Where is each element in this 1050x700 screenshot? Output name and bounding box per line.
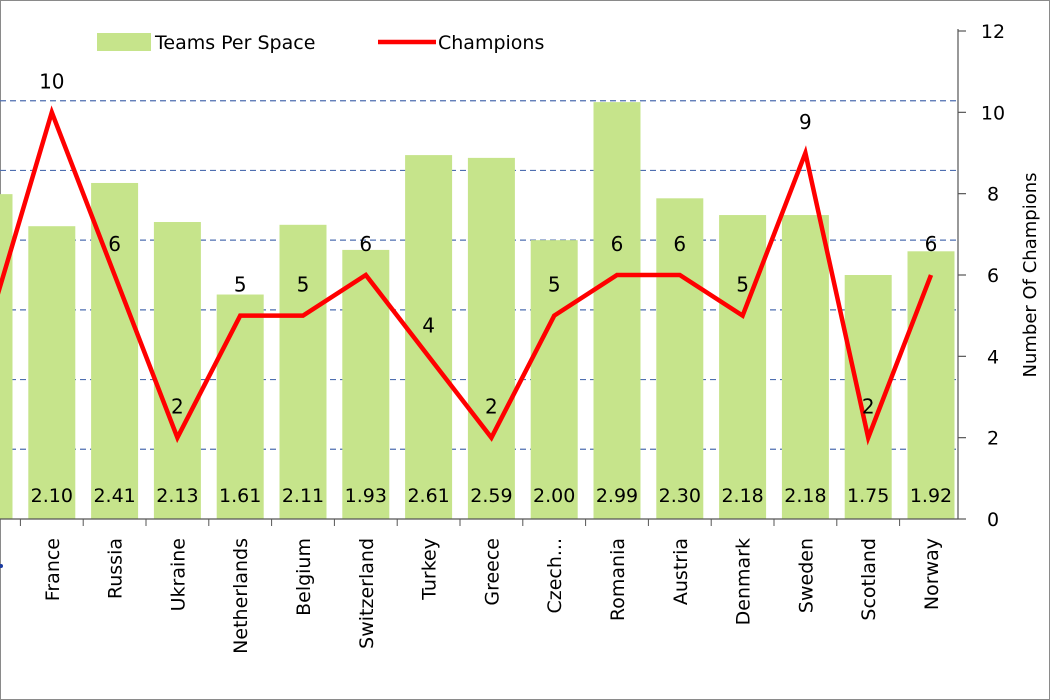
line-value-label: 6 xyxy=(925,232,938,256)
right-axis: 0 2 4 6 8 10 12 Number Of Champions xyxy=(957,21,1041,531)
bar-value-label: 2.59 xyxy=(470,485,512,507)
bar xyxy=(0,194,13,520)
bar-value-label: 2.13 xyxy=(156,485,198,507)
x-category-label: Netherlands xyxy=(230,538,252,654)
bar-value-label: 2.30 xyxy=(659,485,701,507)
right-axis-tick-label: 2 xyxy=(987,428,999,450)
right-axis-title: Number Of Champions xyxy=(1020,172,1041,377)
right-axis-tick-label: 0 xyxy=(987,509,999,531)
bar-value-label: 1.75 xyxy=(847,485,889,507)
line-value-label: 6 xyxy=(673,232,686,256)
x-category-label: Norway xyxy=(921,538,943,610)
legend: Teams Per Space Champions xyxy=(97,32,544,54)
bar xyxy=(216,294,264,519)
bar xyxy=(593,102,641,519)
bar-value-label: 2.41 xyxy=(93,485,135,507)
x-category-label: France xyxy=(42,538,64,601)
clipped-label-fragment xyxy=(0,564,3,568)
bar-value-label: 2.61 xyxy=(407,485,449,507)
bar-data-labels: 32.102.412.131.612.111.932.612.592.002.9… xyxy=(31,485,953,507)
line-value-label: 9 xyxy=(799,110,812,134)
x-category-label: Romania xyxy=(607,538,629,621)
x-category-label: Belgium xyxy=(293,538,315,616)
x-category-label: Ukraine xyxy=(167,538,189,611)
bar-value-label: 1.93 xyxy=(345,485,387,507)
line-value-label: 4 xyxy=(422,313,435,337)
x-category-label: Turkey xyxy=(419,538,441,601)
line-value-label: 5 xyxy=(548,273,561,297)
bar xyxy=(656,198,704,520)
line-value-label: 6 xyxy=(359,232,372,256)
line-value-label: 10 xyxy=(39,69,64,93)
x-category-label: Russia xyxy=(105,538,127,599)
right-axis-tick-label: 10 xyxy=(981,102,1005,124)
x-category-label: Scotland xyxy=(858,538,880,621)
bar xyxy=(28,226,76,519)
line-value-label: 2 xyxy=(485,395,498,419)
bar xyxy=(279,224,327,519)
legend-bar-swatch xyxy=(97,33,151,51)
x-category-label: Sweden xyxy=(795,538,817,613)
line-value-label: 5 xyxy=(736,273,749,297)
bar-value-label: 2.11 xyxy=(282,485,324,507)
right-axis-tick-label: 6 xyxy=(987,265,999,287)
line-value-label: 2 xyxy=(862,395,875,419)
bar xyxy=(781,215,829,519)
bar xyxy=(467,157,515,519)
right-axis-tick-label: 8 xyxy=(987,184,999,206)
line-data-labels: 10 6 2 5 5 6 4 2 5 6 6 5 9 2 6 xyxy=(39,69,937,418)
bar-value-label: 2.18 xyxy=(721,485,763,507)
right-axis-tick-label: 12 xyxy=(981,21,1005,43)
bar-series xyxy=(0,102,955,520)
x-category-label: Greece xyxy=(481,538,503,606)
bar-value-label: 1.61 xyxy=(219,485,261,507)
line-value-label: 5 xyxy=(234,273,247,297)
right-axis-tick-label: 4 xyxy=(987,346,999,368)
bar-value-label: 2.10 xyxy=(31,485,73,507)
x-category-label: Austria xyxy=(670,538,692,605)
x-axis: France Russia Ukraine Netherlands Belgium Swi… xyxy=(0,518,958,654)
line-value-label: 5 xyxy=(297,273,310,297)
champions-line xyxy=(0,105,934,446)
bar-value-label: 1.92 xyxy=(910,485,952,507)
x-category-label: Czech... xyxy=(544,538,566,614)
bar xyxy=(719,215,767,519)
legend-line-label: Champions xyxy=(438,32,544,54)
x-category-label: Denmark xyxy=(733,538,755,625)
bar xyxy=(342,249,390,519)
bar xyxy=(153,222,201,519)
bar xyxy=(907,251,955,519)
line-value-label: 6 xyxy=(611,232,624,256)
bar xyxy=(530,240,578,519)
line-value-label: 2 xyxy=(171,395,184,419)
x-category-label: Switzerland xyxy=(356,538,378,649)
line-series xyxy=(0,105,934,446)
legend-bar-label: Teams Per Space xyxy=(154,32,315,54)
bar-value-label: 2.99 xyxy=(596,485,638,507)
bar-value-label: 2.00 xyxy=(533,485,575,507)
bar-value-label: 2.18 xyxy=(784,485,826,507)
line-value-label: 6 xyxy=(108,232,121,256)
